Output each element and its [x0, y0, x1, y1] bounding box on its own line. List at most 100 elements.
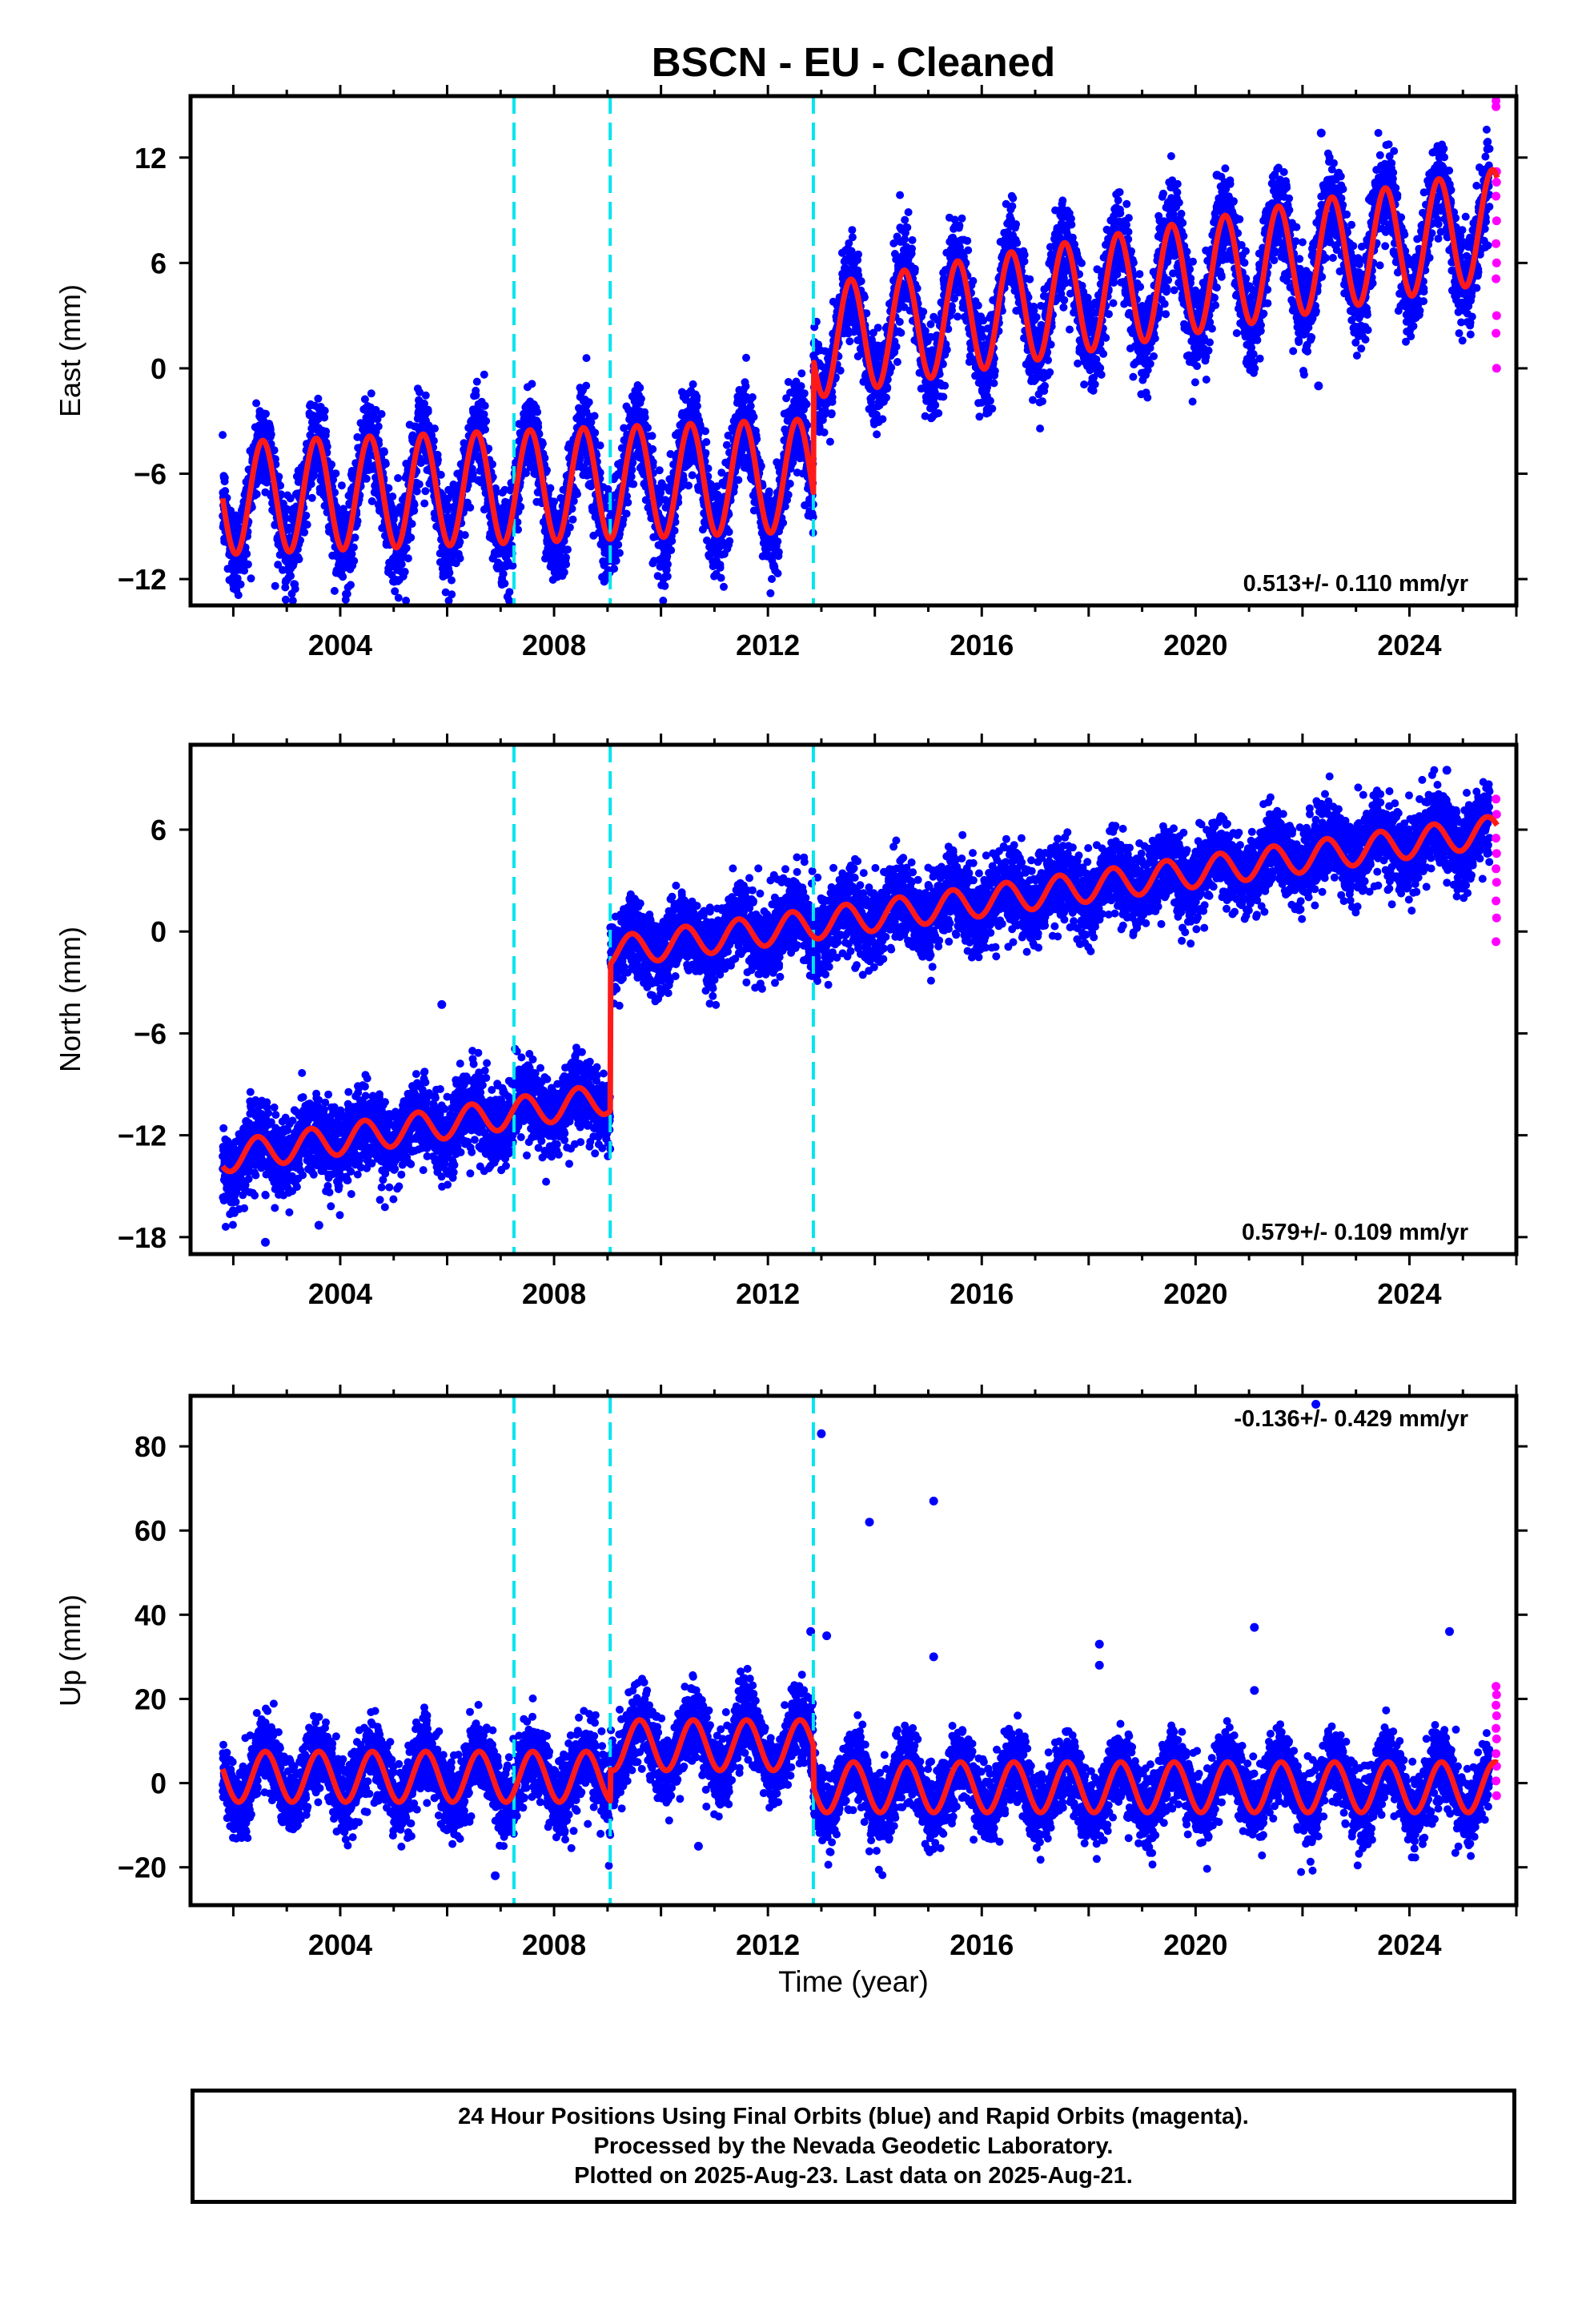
east-final-point: [422, 392, 430, 400]
east-scatter-layer: [219, 126, 1493, 605]
east-final-point: [583, 354, 591, 362]
east-final-point: [742, 382, 750, 390]
east-final-point: [384, 485, 392, 493]
east-final-point: [395, 594, 403, 602]
east-final-point: [321, 407, 329, 415]
east-final-point: [403, 545, 411, 553]
east-final-point: [466, 504, 474, 512]
east-final-point: [717, 574, 725, 582]
east-final-point: [375, 423, 383, 431]
east-final-point: [271, 582, 279, 590]
east-final-point: [235, 591, 243, 599]
east-final-point: [339, 573, 347, 581]
east-final-point: [291, 585, 299, 593]
east-final-point: [550, 497, 558, 505]
east-final-point: [488, 460, 496, 468]
east-final-point: [282, 596, 290, 604]
east-final-point: [394, 474, 402, 482]
east-final-point: [253, 490, 261, 498]
east-final-point: [351, 533, 359, 541]
east-final-point: [448, 577, 456, 585]
east-final-point: [244, 561, 252, 569]
east-final-point: [629, 480, 637, 489]
east-final-point: [701, 427, 709, 435]
east-final-point: [420, 500, 428, 508]
east-final-point: [734, 476, 742, 484]
east-final-point: [445, 569, 453, 577]
east-final-point: [473, 378, 481, 386]
east-final-point: [350, 544, 358, 552]
east-final-point: [448, 590, 456, 598]
east-final-point: [528, 380, 536, 388]
east-final-point: [693, 393, 701, 401]
east-final-point: [693, 402, 701, 410]
east-final-point: [388, 493, 396, 501]
figure-title: BSCN - EU - Cleaned: [652, 39, 1055, 85]
east-final-point: [271, 446, 279, 454]
east-final-point: [243, 550, 251, 558]
east-final-point: [516, 503, 524, 511]
east-final-point: [569, 516, 577, 524]
east-final-point: [361, 396, 369, 404]
east-final-point: [350, 557, 358, 565]
east-final-point: [566, 524, 574, 532]
east-final-point: [404, 554, 412, 562]
east-final-point: [481, 425, 489, 433]
east-final-point: [648, 432, 656, 440]
east-final-point: [302, 512, 310, 520]
east-final-point: [456, 538, 464, 546]
east-final-point: [689, 471, 697, 479]
east-final-point: [480, 410, 488, 418]
east-final-point: [431, 424, 439, 432]
east-final-point: [482, 417, 490, 425]
east-final-point: [252, 400, 260, 408]
east-final-point: [237, 581, 245, 589]
east-final-point: [347, 581, 355, 589]
east-final-point: [398, 561, 406, 569]
east-final-point: [573, 490, 581, 498]
east-final-point: [641, 413, 649, 421]
east-final-point: [331, 587, 339, 595]
east-final-point: [327, 460, 335, 468]
east-final-point: [725, 537, 733, 545]
east-final-point: [430, 436, 438, 444]
east-final-point: [546, 485, 554, 493]
east-final-point: [616, 549, 624, 557]
east-final-point: [533, 408, 541, 416]
east-final-point: [610, 565, 618, 573]
east-final-point: [363, 475, 371, 483]
east-final-point: [416, 480, 424, 489]
east-final-point: [221, 474, 229, 482]
east-final-point: [500, 580, 508, 588]
east-final-point: [408, 520, 416, 528]
east-final-point: [636, 384, 644, 392]
east-final-point: [262, 410, 270, 418]
east-final-point: [614, 541, 622, 549]
east-final-point: [247, 574, 255, 582]
east-final-point: [742, 354, 750, 362]
east-final-point: [267, 430, 275, 438]
east-final-point: [725, 528, 733, 536]
east-final-point: [382, 460, 390, 468]
east-final-point: [320, 414, 328, 422]
east-final-point: [591, 412, 599, 420]
east-final-point: [582, 382, 590, 390]
east-final-point: [562, 553, 570, 561]
east-final-point: [644, 424, 652, 432]
east-final-point: [378, 410, 386, 418]
east-final-point: [437, 471, 445, 479]
east-final-point: [667, 546, 675, 554]
east-final-point: [331, 469, 339, 477]
east-final-point: [219, 431, 227, 439]
east-final-point: [424, 408, 432, 416]
east-final-point: [456, 554, 464, 562]
east-final-point: [308, 494, 316, 502]
east-final-point: [570, 497, 578, 505]
east-final-point: [505, 588, 513, 596]
east-final-point: [664, 561, 672, 569]
east-final-point: [562, 561, 570, 569]
east-final-point: [367, 389, 375, 397]
east-final-point: [539, 440, 547, 448]
east-final-point: [720, 583, 728, 591]
east-final-point: [481, 402, 489, 410]
